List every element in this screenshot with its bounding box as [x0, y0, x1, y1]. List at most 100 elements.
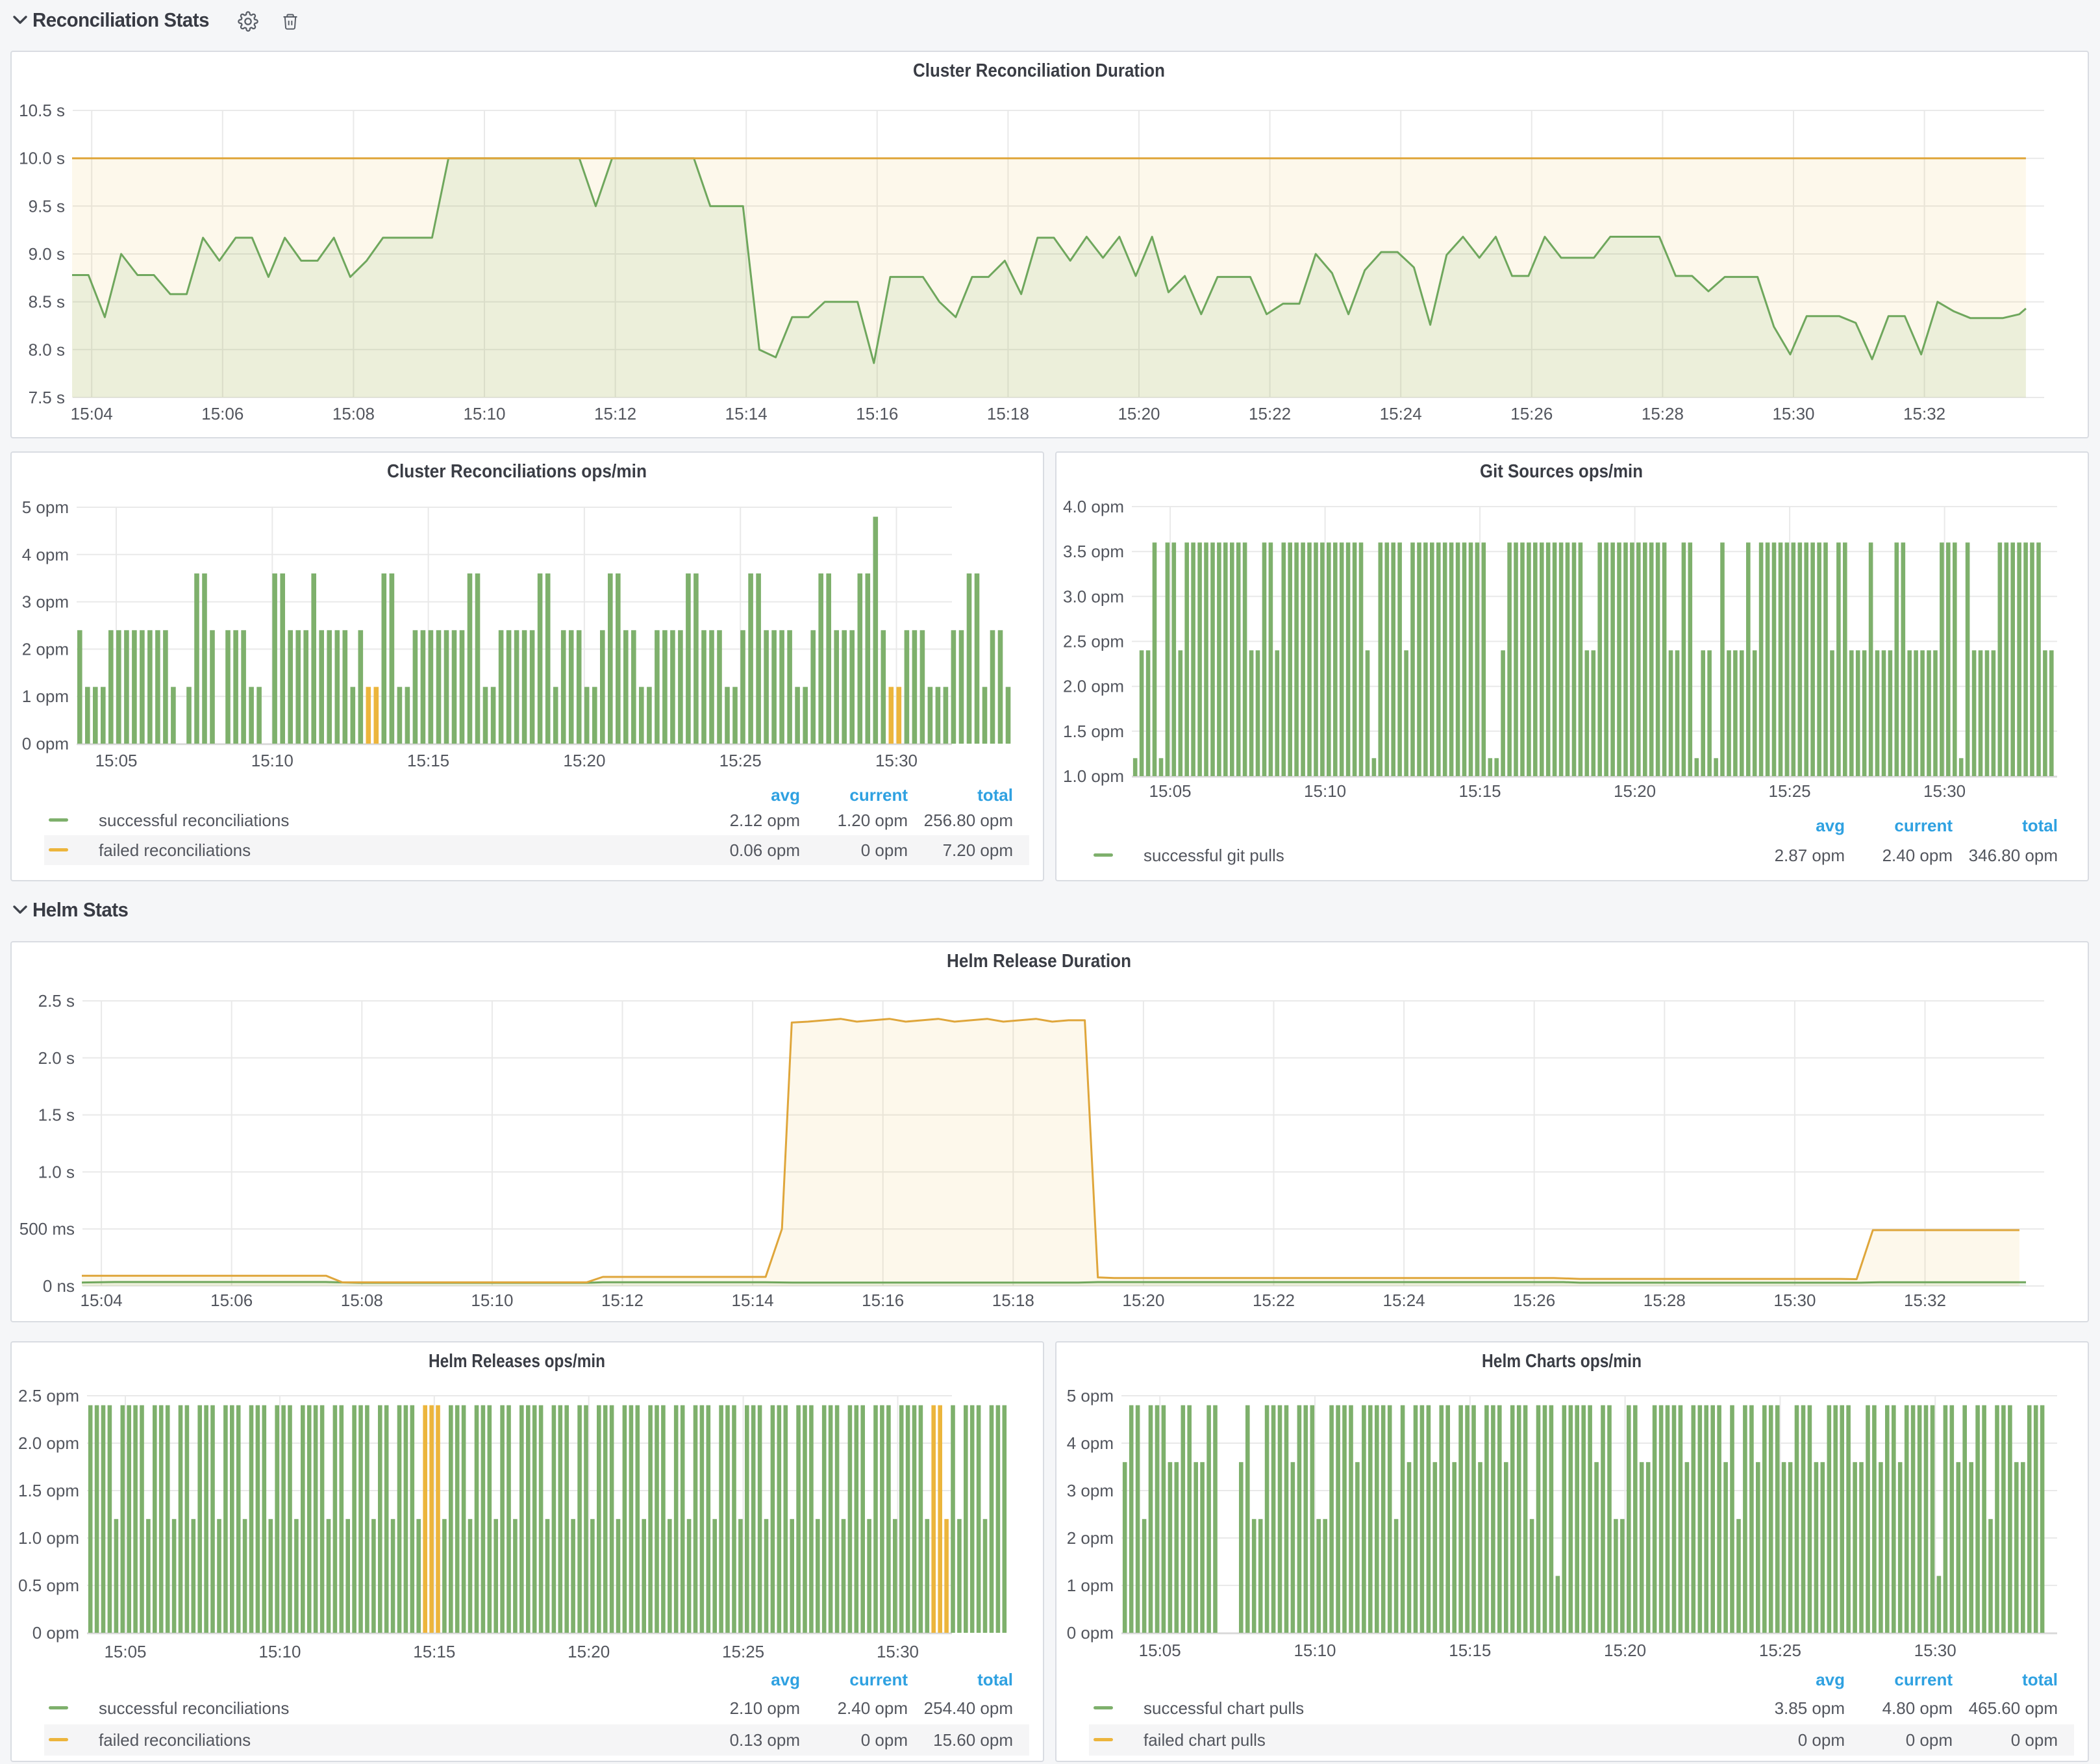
svg-text:2 opm: 2 opm — [22, 639, 69, 659]
svg-text:9.5 s: 9.5 s — [29, 196, 65, 216]
svg-text:3.85 opm: 3.85 opm — [1775, 1698, 1845, 1718]
svg-text:2.40 opm: 2.40 opm — [838, 1698, 908, 1718]
svg-text:current: current — [849, 785, 908, 805]
svg-text:15:20: 15:20 — [1614, 781, 1656, 801]
svg-text:15:20: 15:20 — [1122, 1291, 1164, 1310]
svg-text:15:06: 15:06 — [210, 1291, 253, 1310]
svg-text:2 opm: 2 opm — [1067, 1528, 1114, 1548]
svg-text:15:30: 15:30 — [877, 1642, 919, 1661]
svg-text:0.06 opm: 0.06 opm — [730, 840, 800, 860]
svg-text:15:20: 15:20 — [568, 1642, 610, 1661]
svg-text:15.60 opm: 15.60 opm — [933, 1730, 1013, 1750]
svg-text:15:32: 15:32 — [1903, 404, 1945, 423]
svg-text:successful chart pulls: successful chart pulls — [1144, 1698, 1304, 1718]
svg-text:current: current — [1894, 816, 1953, 835]
svg-text:4.0 opm: 4.0 opm — [1063, 497, 1124, 516]
svg-text:avg: avg — [771, 785, 800, 805]
svg-text:1.0 opm: 1.0 opm — [1063, 766, 1124, 786]
svg-text:256.80 opm: 256.80 opm — [924, 811, 1013, 830]
svg-text:15:25: 15:25 — [719, 751, 762, 770]
svg-text:5 opm: 5 opm — [1067, 1386, 1114, 1405]
svg-text:15:16: 15:16 — [856, 404, 898, 423]
svg-text:0 opm: 0 opm — [2011, 1730, 2058, 1750]
svg-text:15:26: 15:26 — [1513, 1291, 1555, 1310]
svg-text:3 opm: 3 opm — [22, 592, 69, 612]
svg-text:10.5 s: 10.5 s — [19, 101, 65, 120]
svg-text:15:30: 15:30 — [1773, 1291, 1816, 1310]
svg-text:Helm Charts ops/min: Helm Charts ops/min — [1482, 1351, 1642, 1372]
svg-text:9.0 s: 9.0 s — [29, 244, 65, 264]
svg-text:346.80 opm: 346.80 opm — [1969, 846, 2058, 865]
svg-text:0 opm: 0 opm — [1906, 1730, 1953, 1750]
svg-text:15:04: 15:04 — [81, 1291, 123, 1310]
svg-text:Cluster Reconciliations ops/mi: Cluster Reconciliations ops/min — [387, 461, 647, 482]
svg-text:5 opm: 5 opm — [22, 498, 69, 517]
svg-text:3.5 opm: 3.5 opm — [1063, 542, 1124, 561]
svg-text:8.5 s: 8.5 s — [29, 292, 65, 312]
svg-text:15:30: 15:30 — [1772, 404, 1814, 423]
svg-text:465.60 opm: 465.60 opm — [1969, 1698, 2058, 1718]
svg-text:15:15: 15:15 — [413, 1642, 455, 1661]
svg-text:8.0 s: 8.0 s — [29, 340, 65, 359]
svg-text:15:10: 15:10 — [471, 1291, 513, 1310]
svg-text:2.0 s: 2.0 s — [38, 1048, 75, 1068]
svg-text:0.5 opm: 0.5 opm — [18, 1576, 79, 1595]
svg-text:15:10: 15:10 — [258, 1642, 301, 1661]
svg-text:15:20: 15:20 — [1118, 404, 1160, 423]
svg-text:15:26: 15:26 — [1510, 404, 1553, 423]
svg-text:15:25: 15:25 — [1769, 781, 1811, 801]
svg-text:successful git pulls: successful git pulls — [1144, 846, 1284, 865]
svg-text:failed reconciliations: failed reconciliations — [99, 1730, 251, 1750]
svg-text:7.5 s: 7.5 s — [29, 388, 65, 407]
svg-text:0 ns: 0 ns — [43, 1276, 75, 1296]
svg-text:15:05: 15:05 — [95, 751, 137, 770]
svg-text:1 opm: 1 opm — [1067, 1576, 1114, 1595]
svg-text:4.80 opm: 4.80 opm — [1882, 1698, 1953, 1718]
svg-text:15:12: 15:12 — [601, 1291, 644, 1310]
svg-text:0 opm: 0 opm — [861, 840, 908, 860]
svg-text:0 opm: 0 opm — [1798, 1730, 1845, 1750]
svg-text:3.0 opm: 3.0 opm — [1063, 586, 1124, 606]
svg-text:2.0 opm: 2.0 opm — [18, 1433, 79, 1453]
svg-text:2.87 opm: 2.87 opm — [1775, 846, 1845, 865]
svg-text:total: total — [2022, 816, 2058, 835]
svg-text:current: current — [1894, 1670, 1953, 1689]
svg-text:failed reconciliations: failed reconciliations — [99, 840, 251, 860]
svg-text:15:10: 15:10 — [251, 751, 294, 770]
svg-text:0.13 opm: 0.13 opm — [730, 1730, 800, 1750]
svg-text:15:06: 15:06 — [201, 404, 244, 423]
svg-text:0 opm: 0 opm — [32, 1623, 79, 1643]
svg-text:1.0 opm: 1.0 opm — [18, 1528, 79, 1548]
svg-text:15:15: 15:15 — [1449, 1641, 1491, 1660]
svg-text:2.40 opm: 2.40 opm — [1882, 846, 1953, 865]
svg-text:15:22: 15:22 — [1253, 1291, 1295, 1310]
svg-text:failed chart pulls: failed chart pulls — [1144, 1730, 1266, 1750]
svg-text:Helm Releases ops/min: Helm Releases ops/min — [429, 1351, 605, 1372]
svg-text:1.20 opm: 1.20 opm — [838, 811, 908, 830]
svg-text:avg: avg — [1816, 816, 1845, 835]
svg-text:total: total — [977, 1670, 1013, 1689]
svg-text:successful reconciliations: successful reconciliations — [99, 811, 289, 830]
svg-text:15:15: 15:15 — [1459, 781, 1501, 801]
svg-text:1.5 opm: 1.5 opm — [18, 1481, 79, 1500]
svg-text:15:30: 15:30 — [1914, 1641, 1956, 1660]
svg-text:2.12 opm: 2.12 opm — [730, 811, 800, 830]
svg-text:15:20: 15:20 — [1604, 1641, 1646, 1660]
svg-text:total: total — [2022, 1670, 2058, 1689]
svg-text:15:08: 15:08 — [332, 404, 375, 423]
svg-text:1 opm: 1 opm — [22, 687, 69, 706]
svg-text:15:10: 15:10 — [463, 404, 505, 423]
svg-text:2.0 opm: 2.0 opm — [1063, 677, 1124, 696]
svg-text:15:28: 15:28 — [1644, 1291, 1686, 1310]
svg-text:15:05: 15:05 — [104, 1642, 146, 1661]
svg-text:15:05: 15:05 — [1149, 781, 1192, 801]
svg-text:15:12: 15:12 — [594, 404, 636, 423]
svg-text:254.40 opm: 254.40 opm — [924, 1698, 1013, 1718]
svg-text:4 opm: 4 opm — [22, 545, 69, 564]
svg-text:15:24: 15:24 — [1383, 1291, 1425, 1310]
svg-text:15:10: 15:10 — [1294, 1641, 1336, 1660]
svg-text:2.5 opm: 2.5 opm — [18, 1386, 79, 1405]
svg-text:1.0 s: 1.0 s — [38, 1162, 75, 1181]
svg-text:15:30: 15:30 — [1923, 781, 1966, 801]
svg-text:2.5 s: 2.5 s — [38, 991, 75, 1011]
